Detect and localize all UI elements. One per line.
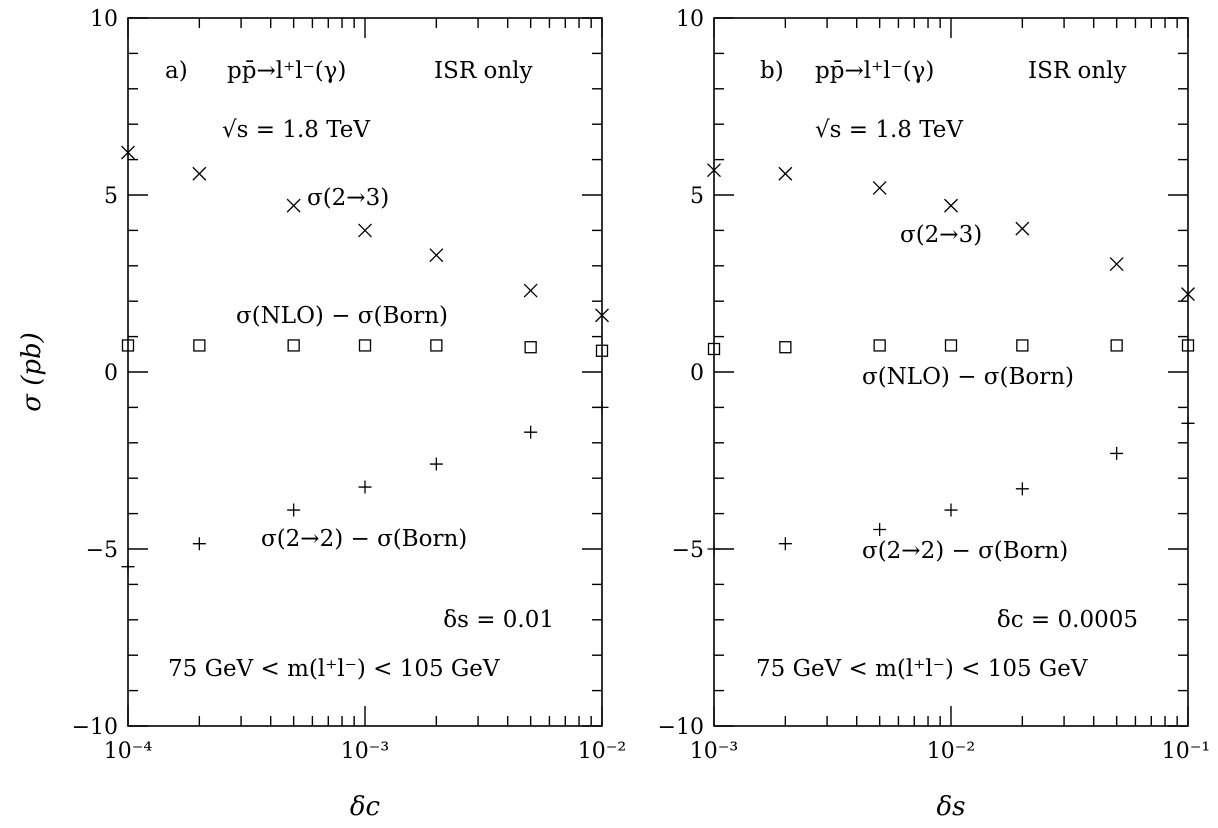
panel-b-series-2-point-4 xyxy=(944,339,958,352)
panel-b-x-tick-2: 10⁻² xyxy=(927,739,975,764)
panel-a-y-tick-neg10: −10 xyxy=(72,715,118,740)
panel-a-y-tick-neg5: −5 xyxy=(86,538,118,563)
panel-b-y-tick-neg5: −5 xyxy=(672,538,704,563)
panel-b-process: pp̄→l⁺l⁻(γ) xyxy=(815,58,934,84)
panel-a-y-tick-10: 10 xyxy=(90,7,118,32)
panel-a-series-1-point-3 xyxy=(286,198,301,213)
panel-a-series-3-point-5 xyxy=(429,457,443,471)
panel-b-series-1-point-5 xyxy=(1015,221,1030,236)
panel-b-subtitle: ISR only xyxy=(1028,58,1126,84)
panel-b-series-1-point-3 xyxy=(872,180,887,195)
panel-a-series-2-point-5 xyxy=(430,339,443,352)
panel-a-y-tick-0: 0 xyxy=(104,361,118,386)
panel-b-series-label-2: σ(NLO) − σ(Born) xyxy=(862,364,1074,390)
panel-a-series-label-3: σ(2→2) − σ(Born) xyxy=(261,526,467,552)
panel-b-x-tick-3: 10⁻¹ xyxy=(1162,739,1210,764)
panel-a-series-2-point-3 xyxy=(287,339,300,352)
panel-a-x-tick-1: 10⁻⁴ xyxy=(104,739,153,764)
panel-b-label: b) xyxy=(760,58,784,84)
panel-a-marks xyxy=(121,145,609,574)
panel-b-y-tick-0: 0 xyxy=(690,361,704,386)
panel-a-series-1-point-7 xyxy=(595,308,609,323)
panel-a-label: a) xyxy=(165,58,188,84)
panel-a-x-axis-label: δc xyxy=(350,792,381,822)
panel-a-series-2-point-7 xyxy=(595,344,609,357)
panel-a-series-3-point-3 xyxy=(287,503,301,517)
panel-b-series-1-point-1 xyxy=(707,163,721,178)
panel-b-series-1-point-4 xyxy=(944,198,958,213)
panel-a-series-1-point-4 xyxy=(358,223,372,238)
panel-b-series-label-1: σ(2→3) xyxy=(900,222,982,248)
panel-a-process: pp̄→l⁺l⁻(γ) xyxy=(227,58,346,84)
panel-b-mass-window: 75 GeV < m(l⁺l⁻) < 105 GeV xyxy=(756,656,1088,682)
panel-b-series-1-point-7 xyxy=(1181,287,1195,302)
panel-b-series-2-point-6 xyxy=(1110,339,1123,352)
panel-a-series-3-point-1 xyxy=(121,560,135,574)
panel-b-x-tick-1: 10⁻³ xyxy=(690,739,738,764)
panel-a-series-2-point-2 xyxy=(193,339,206,352)
panel-b-series-2-point-2 xyxy=(779,341,792,354)
panel-a-energy: √s = 1.8 TeV xyxy=(222,117,370,143)
panel-a-x-tick-2: 10⁻³ xyxy=(341,739,389,764)
panel-b-cut-label: δc = 0.0005 xyxy=(997,607,1138,633)
panel-b-y-tick-neg10: −10 xyxy=(658,715,704,740)
panel-b-energy: √s = 1.8 TeV xyxy=(815,117,963,143)
panel-a-series-3-point-4 xyxy=(358,480,372,494)
panel-a-series-1-point-1 xyxy=(121,145,135,160)
panel-a-series-1-point-2 xyxy=(192,166,207,181)
panel-a-series-2-point-4 xyxy=(358,339,372,352)
panel-b-ticks xyxy=(713,17,1189,727)
panel-a-x-tick-3: 10⁻² xyxy=(578,739,626,764)
panel-b-series-3-point-4 xyxy=(944,503,958,517)
panel-b: 10 5 0 −5 −10 10⁻³ 10⁻² 10⁻¹ b) pp̄→l⁺l⁻… xyxy=(658,7,1211,764)
panel-b-y-tick-10: 10 xyxy=(676,7,704,32)
panel-b-series-3-point-1 xyxy=(707,542,721,556)
panel-a-series-3-point-6 xyxy=(524,425,538,439)
panel-b-marks xyxy=(707,163,1195,556)
panel-a-ticks xyxy=(127,17,603,727)
panel-b-series-3-point-2 xyxy=(778,537,792,551)
panel-a-cut-label: δs = 0.01 xyxy=(443,607,554,633)
panel-a-series-3-point-2 xyxy=(192,537,206,551)
panel-b-x-axis-label: δs xyxy=(937,792,966,822)
panel-a-series-1-point-6 xyxy=(523,283,538,298)
panel-a-subtitle: ISR only xyxy=(434,58,532,84)
panel-b-series-2-point-5 xyxy=(1016,339,1029,352)
panel-a-series-3-point-7 xyxy=(595,400,609,414)
panel-a-series-label-2: σ(NLO) − σ(Born) xyxy=(236,303,448,329)
panel-a-series-1-point-5 xyxy=(429,248,444,263)
panel-b-series-1-point-6 xyxy=(1109,257,1124,271)
panel-b-series-3-point-5 xyxy=(1015,482,1029,496)
panel-a-series-2-point-6 xyxy=(524,341,537,354)
panel-a-y-tick-5: 5 xyxy=(104,184,118,209)
panel-b-series-label-3: σ(2→2) − σ(Born) xyxy=(862,538,1068,564)
y-axis-label: σ (pb) xyxy=(17,332,47,412)
panel-b-series-3-point-3 xyxy=(873,523,887,537)
panel-a: 10 5 0 −5 −10 10⁻⁴ 10⁻³ 10⁻² a) pp̄→l⁺l⁻… xyxy=(72,7,627,764)
panel-b-y-tick-5: 5 xyxy=(690,184,704,209)
panel-b-series-1-point-2 xyxy=(778,166,793,181)
panel-b-series-3-point-6 xyxy=(1110,446,1124,460)
panel-a-series-label-1: σ(2→3) xyxy=(307,185,389,211)
panel-b-series-2-point-7 xyxy=(1181,339,1195,352)
panel-b-series-3-point-7 xyxy=(1181,416,1195,430)
panel-a-series-2-point-1 xyxy=(121,339,135,352)
panel-b-series-2-point-1 xyxy=(707,342,721,356)
panel-a-mass-window: 75 GeV < m(l⁺l⁻) < 105 GeV xyxy=(168,656,500,682)
panel-b-series-2-point-3 xyxy=(873,339,886,352)
